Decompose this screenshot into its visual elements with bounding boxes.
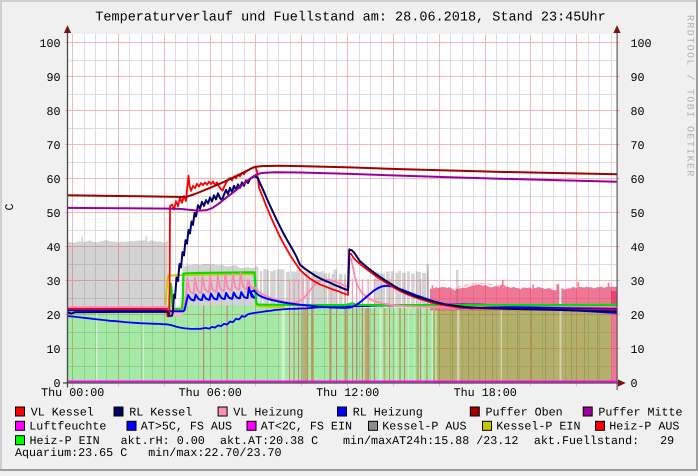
svg-text:60: 60 [46,173,60,187]
svg-text:0: 0 [631,377,638,391]
svg-text:Luftfeuchte: Luftfeuchte [29,420,106,434]
svg-text:50: 50 [631,207,645,221]
svg-text:Temperaturverlauf und Fuellsta: Temperaturverlauf und Fuellstand am: 28.… [95,11,605,26]
svg-text:30: 30 [46,275,60,289]
svg-text:C: C [3,203,17,210]
svg-text:RRDTOOL / TOBI OETIKER: RRDTOOL / TOBI OETIKER [684,15,696,178]
svg-text:VL Kessel: VL Kessel [31,405,94,419]
svg-text:Thu 00:00: Thu 00:00 [41,386,104,400]
svg-text:min/maxAT24h:15.88 /23.12: min/maxAT24h:15.88 /23.12 [343,434,518,448]
svg-text:90: 90 [631,71,645,85]
svg-text:Puffer Mitte: Puffer Mitte [598,405,682,419]
svg-text:70: 70 [46,139,60,153]
svg-text:AT<2C, FS EIN: AT<2C, FS EIN [261,420,352,434]
svg-text:40: 40 [631,241,645,255]
svg-text:80: 80 [46,105,60,119]
svg-text:90: 90 [46,71,60,85]
svg-text:100: 100 [631,37,652,51]
svg-text:70: 70 [631,139,645,153]
svg-text:30: 30 [631,275,645,289]
svg-text:Kessel-P EIN: Kessel-P EIN [496,420,580,434]
svg-text:Thu 12:00: Thu 12:00 [316,386,379,400]
svg-text:Thu 06:00: Thu 06:00 [179,386,242,400]
svg-text:60: 60 [631,173,645,187]
svg-text:80: 80 [631,105,645,119]
svg-text:Aquarium:23.65 C min/max:22.: Aquarium:23.65 C min/max:22.70/23.70 [15,446,282,460]
svg-text:10: 10 [631,343,645,357]
svg-text:Thu 18:00: Thu 18:00 [454,386,517,400]
svg-text:akt.Fuellstand: 29: akt.Fuellstand: 29 [534,434,674,448]
svg-text:VL Heizung: VL Heizung [233,405,303,419]
svg-text:Puffer Oben: Puffer Oben [486,405,563,419]
svg-text:RL Kessel: RL Kessel [129,405,192,419]
svg-text:20: 20 [46,309,60,323]
svg-text:Heiz-P AUS: Heiz-P AUS [609,420,679,434]
svg-text:10: 10 [46,343,60,357]
svg-text:50: 50 [46,207,60,221]
svg-text:RL Heizung: RL Heizung [353,405,423,419]
svg-text:20: 20 [631,309,645,323]
svg-text:40: 40 [46,241,60,255]
svg-text:Kessel-P AUS: Kessel-P AUS [382,420,466,434]
svg-text:100: 100 [39,37,60,51]
svg-text:AT>5C, FS AUS: AT>5C, FS AUS [141,420,232,434]
